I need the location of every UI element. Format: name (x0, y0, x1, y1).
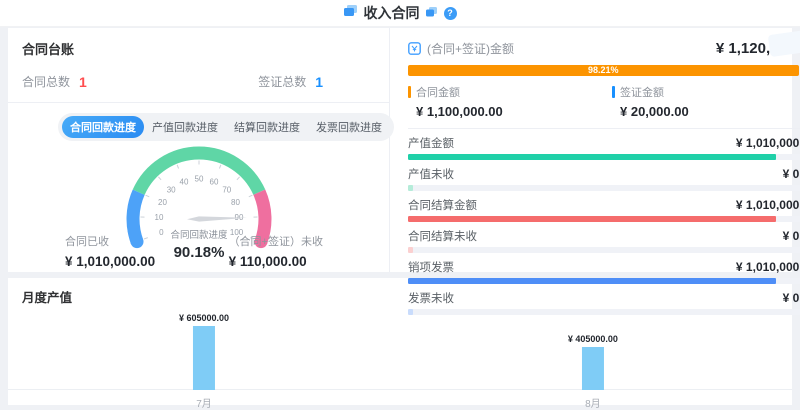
contract-amount-value: ¥ 1,100,000.00 (416, 104, 612, 119)
contract-amount-marker (408, 86, 411, 98)
bar-value-label: ¥ 605000.00 (179, 313, 229, 323)
amount-icon (408, 42, 421, 55)
svg-text:10: 10 (154, 213, 163, 222)
files-icon (344, 4, 358, 22)
amount-summary-panel: (合同+签证)金额 ¥ 1,120,000.00 98.21% 1.. 合同金额… (390, 28, 800, 272)
ledger-title: 合同台账 (22, 39, 375, 58)
svg-text:50: 50 (194, 175, 203, 184)
contract-count-label: 合同总数 (22, 73, 70, 90)
svg-text:0: 0 (159, 228, 164, 237)
metric-label: 发票未收 (408, 290, 454, 306)
metric-value: ¥ 1,010,000.00 (736, 260, 800, 274)
tab-invoice-progress[interactable]: 发票回款进度 (308, 116, 390, 138)
metric-value: ¥ 1,010,000.00 (736, 136, 800, 150)
contract-overview-card: 合同台账 合同总数 1 签证总数 1 合同回款进度 产值回款进度 结算回款进度 … (8, 28, 792, 272)
svg-text:80: 80 (231, 198, 240, 207)
metric-value: ¥ 0.00 (783, 167, 800, 181)
metric-label: 合同结算金额 (408, 197, 477, 213)
metric-output-unreceived: 产值未收 ¥ 0.00 (408, 166, 800, 191)
legend-visa-amount: 签证金额 ¥ 20,000.00 (612, 84, 800, 119)
svg-text:40: 40 (179, 177, 188, 186)
metric-label: 产值金额 (408, 135, 454, 151)
ledger-stats: 合同总数 1 签证总数 1 (22, 73, 375, 90)
svg-text:60: 60 (209, 177, 218, 186)
help-icon[interactable]: ? (444, 7, 457, 20)
metric-track (408, 185, 800, 191)
metric-fill (408, 216, 776, 222)
metric-value: ¥ 0.00 (783, 291, 800, 305)
metric-fill (408, 278, 776, 284)
metric-settlement-amount: 合同结算金额 ¥ 1,010,000.00 (408, 197, 800, 222)
contract-received-value: ¥ 1,010,000.00 (65, 254, 155, 269)
svg-text:70: 70 (222, 186, 231, 195)
metric-fill (408, 154, 776, 160)
contract-amount-label: 合同金额 (416, 84, 460, 100)
svg-text:合同回款进度: 合同回款进度 (170, 229, 228, 241)
tab-settlement-progress[interactable]: 结算回款进度 (226, 116, 308, 138)
contract-count-value: 1 (79, 74, 87, 90)
metric-label: 销项发票 (408, 259, 454, 275)
copy-icon[interactable] (426, 4, 438, 22)
metric-settlement-unreceived: 合同结算未收 ¥ 0.00 (408, 228, 800, 253)
metric-track (408, 216, 800, 222)
progress-tabs: 合同回款进度 产值回款进度 结算回款进度 发票回款进度 (58, 113, 394, 141)
metric-fill (408, 185, 413, 191)
tab-output-progress[interactable]: 产值回款进度 (144, 116, 226, 138)
contract-amount-segment: 98.21% (408, 65, 799, 76)
bar-rect (193, 326, 215, 390)
svg-text:90.18%: 90.18% (173, 244, 224, 261)
metric-track (408, 247, 800, 253)
metric-fill (408, 247, 413, 253)
unreceived-label: （合同+签证）未收 (229, 233, 323, 249)
bar-category-label: 7月 (196, 395, 212, 410)
bar-rect (582, 347, 604, 390)
metric-output-amount: 产值金额 ¥ 1,010,000.00 (408, 135, 800, 160)
metric-value: ¥ 0.00 (783, 229, 800, 243)
visa-count-value: 1 (315, 74, 323, 90)
visa-count-label: 签证总数 (258, 73, 306, 90)
monthly-output-chart: ¥ 605000.00 7月 ¥ 405000.00 8月 (8, 308, 792, 408)
bar-category-label: 8月 (585, 395, 601, 410)
metric-value: ¥ 1,010,000.00 (736, 198, 800, 212)
tab-contract-progress[interactable]: 合同回款进度 (62, 116, 144, 138)
bar-august: ¥ 405000.00 8月 (568, 334, 618, 390)
contract-count: 合同总数 1 (22, 73, 87, 90)
metric-output-invoice: 销项发票 ¥ 1,010,000.00 (408, 259, 800, 284)
metric-label: 合同结算未收 (408, 228, 477, 244)
metric-track (408, 154, 800, 160)
total-amount-label: (合同+签证)金额 (427, 40, 514, 57)
bar-value-label: ¥ 405000.00 (568, 334, 618, 344)
amount-legend: 合同金额 ¥ 1,100,000.00 签证金额 ¥ 20,000.00 (408, 76, 800, 129)
contract-received: 合同已收 ¥ 1,010,000.00 (65, 233, 155, 269)
visa-count: 签证总数 1 (258, 73, 323, 90)
svg-text:30: 30 (166, 186, 175, 195)
page-title: 收入合同 (364, 3, 420, 23)
page-header: 收入合同 ? (0, 0, 800, 27)
contract-ledger-panel: 合同台账 合同总数 1 签证总数 1 合同回款进度 产值回款进度 结算回款进度 … (8, 28, 390, 272)
x-axis-line (8, 389, 792, 390)
visa-amount-value: ¥ 20,000.00 (620, 104, 800, 119)
payment-progress-panel: 合同回款进度 产值回款进度 结算回款进度 发票回款进度 0 10 20 30 40 50 6… (8, 103, 389, 269)
visa-amount-label: 签证金额 (620, 84, 664, 100)
legend-contract-amount: 合同金额 ¥ 1,100,000.00 (408, 84, 612, 119)
metric-track (408, 278, 800, 284)
bar-july: ¥ 605000.00 7月 (179, 313, 229, 390)
total-amount-row: (合同+签证)金额 ¥ 1,120,000.00 (408, 36, 800, 60)
svg-text:20: 20 (158, 198, 167, 207)
metric-label: 产值未收 (408, 166, 454, 182)
watermark (768, 29, 800, 57)
unreceived-value: ¥ 110,000.00 (229, 254, 323, 269)
unreceived: （合同+签证）未收 ¥ 110,000.00 (229, 233, 323, 269)
contract-received-label: 合同已收 (65, 233, 155, 249)
visa-amount-marker (612, 86, 615, 98)
amount-ratio-bar: 98.21% 1.. (408, 65, 800, 76)
